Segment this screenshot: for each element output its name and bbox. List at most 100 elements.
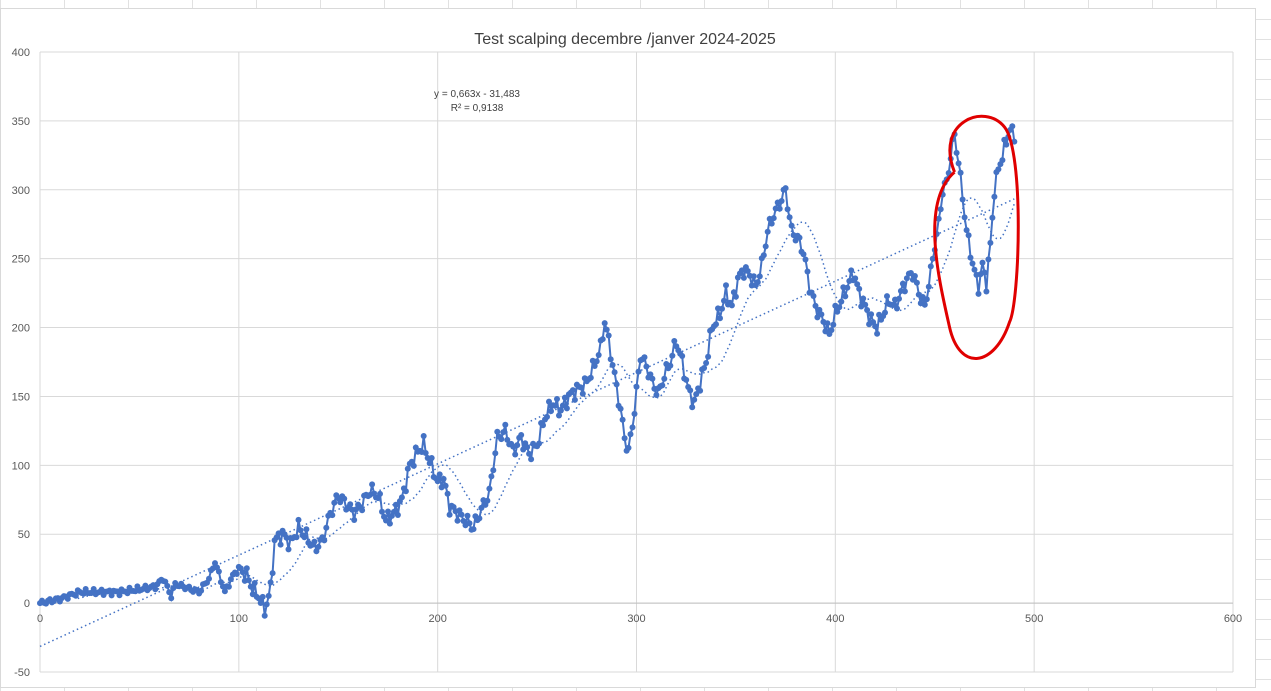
data-point — [303, 526, 310, 533]
data-point — [446, 511, 453, 518]
data-point — [544, 413, 550, 420]
data-point — [593, 358, 600, 365]
data-point — [925, 283, 932, 290]
data-point — [476, 515, 483, 522]
data-point — [955, 160, 962, 167]
linear-trendline — [39, 198, 1015, 648]
chart-area[interactable]: -50 0 50 100 150 200 250 300 350 400 0 100 200 300 400… — [0, 8, 1256, 688]
data-point — [221, 588, 228, 595]
data-point — [703, 360, 710, 366]
data-point — [625, 444, 632, 451]
data-point — [514, 442, 521, 449]
data-point — [546, 398, 552, 405]
data-point — [526, 450, 533, 457]
data-point — [277, 541, 284, 548]
y-tick-label: 400 — [12, 47, 30, 59]
data-point — [913, 279, 920, 286]
data-point — [653, 392, 660, 398]
data-point — [72, 592, 79, 599]
data-point — [613, 381, 620, 388]
data-point — [991, 193, 998, 200]
data-point — [166, 589, 173, 596]
data-point — [524, 444, 531, 451]
data-point — [667, 362, 674, 369]
data-point — [723, 282, 729, 289]
data-point — [810, 293, 817, 299]
data-point — [297, 527, 304, 534]
data-point — [386, 520, 393, 527]
data-point — [744, 268, 751, 274]
y-tick-label: 300 — [12, 185, 30, 197]
data-point — [842, 293, 849, 300]
data-point — [404, 465, 411, 472]
data-point — [1011, 138, 1018, 145]
moving-average-trendline — [77, 197, 1016, 600]
data-point — [385, 508, 391, 515]
x-tick-label: 300 — [627, 613, 645, 625]
data-point — [351, 517, 358, 523]
data-point — [860, 295, 867, 302]
data-point — [599, 336, 606, 343]
data-point — [1003, 141, 1010, 148]
data-point — [818, 311, 825, 318]
data-point — [587, 374, 594, 381]
data-point — [995, 166, 1002, 173]
data-point — [856, 285, 863, 292]
data-point — [804, 268, 811, 275]
data-point — [911, 273, 918, 279]
data-point — [770, 215, 777, 222]
data-point — [215, 568, 222, 575]
data-point — [164, 582, 171, 589]
data-point — [979, 259, 986, 266]
data-point — [899, 280, 906, 287]
data-point — [852, 275, 859, 282]
data-point — [295, 516, 302, 523]
x-tick-label: 500 — [1025, 613, 1043, 625]
data-point — [721, 297, 727, 304]
data-point — [959, 196, 966, 203]
data-point — [693, 391, 700, 398]
data-point — [426, 460, 433, 467]
data-point — [265, 592, 272, 599]
data-point — [788, 222, 795, 229]
data-point — [267, 579, 274, 586]
data-point — [168, 595, 175, 602]
data-point — [641, 354, 648, 361]
data-point — [285, 546, 292, 553]
trendline-r-squared: R² = 0,9138 — [450, 103, 504, 114]
data-point — [894, 305, 900, 312]
data-point — [965, 232, 972, 239]
data-point — [890, 302, 896, 308]
data-point — [987, 239, 994, 246]
y-tick-label: 0 — [24, 598, 30, 610]
data-series-line — [39, 123, 1016, 616]
data-point — [369, 481, 376, 488]
data-point — [921, 301, 928, 308]
data-point — [872, 323, 879, 330]
data-point — [428, 455, 435, 461]
data-point — [563, 405, 570, 412]
data-point — [603, 326, 610, 333]
data-point — [619, 416, 626, 423]
trendline-label[interactable]: y = 0,663x - 31,483 R² = 0,9138 — [421, 88, 533, 116]
data-point — [828, 327, 835, 334]
data-point — [975, 290, 982, 297]
data-point — [750, 273, 757, 280]
data-point — [323, 524, 330, 531]
data-point — [490, 467, 497, 474]
data-point — [728, 302, 735, 309]
data-point — [454, 517, 461, 524]
data-point — [64, 595, 71, 602]
data-point — [251, 580, 258, 586]
data-point — [923, 296, 930, 303]
data-point — [719, 305, 725, 312]
y-tick-label: 50 — [18, 529, 30, 541]
data-point — [812, 302, 819, 309]
data-point — [730, 289, 737, 296]
data-point — [269, 570, 276, 577]
data-point — [548, 408, 554, 415]
data-point — [528, 456, 535, 463]
data-point — [848, 267, 855, 274]
data-point — [484, 497, 491, 504]
data-point — [957, 169, 964, 176]
